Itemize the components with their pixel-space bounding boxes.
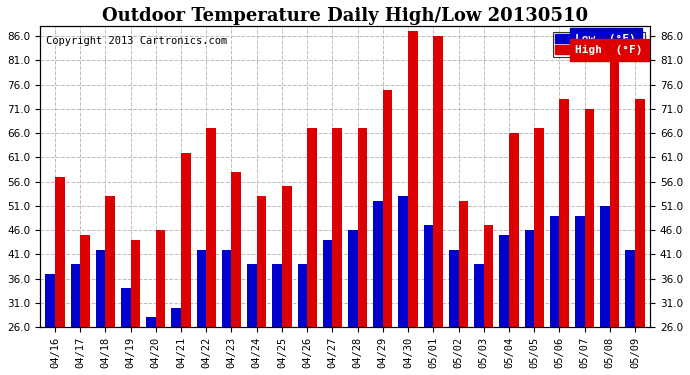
Bar <box>635 99 644 327</box>
Bar <box>550 216 560 327</box>
Bar <box>130 240 140 327</box>
Bar <box>55 177 64 327</box>
Bar <box>474 264 484 327</box>
Bar <box>106 196 115 327</box>
Bar <box>449 249 459 327</box>
Bar <box>433 36 443 327</box>
Bar <box>273 264 282 327</box>
Bar <box>307 128 317 327</box>
Bar <box>46 274 55 327</box>
Text: Copyright 2013 Cartronics.com: Copyright 2013 Cartronics.com <box>46 36 227 45</box>
Legend: Low  (°F), High  (°F): Low (°F), High (°F) <box>553 32 645 57</box>
Bar <box>156 230 166 327</box>
Bar <box>171 308 181 327</box>
Bar <box>146 317 156 327</box>
Bar <box>560 99 569 327</box>
Bar <box>70 264 80 327</box>
Bar <box>584 109 594 327</box>
Bar <box>626 249 635 327</box>
Bar <box>231 172 241 327</box>
Bar <box>534 128 544 327</box>
Bar <box>80 235 90 327</box>
Bar <box>610 56 620 327</box>
Bar <box>600 206 610 327</box>
Bar <box>96 249 106 327</box>
Bar <box>500 235 509 327</box>
Bar <box>424 225 433 327</box>
Bar <box>459 201 468 327</box>
Bar <box>333 128 342 327</box>
Bar <box>484 225 493 327</box>
Bar <box>121 288 130 327</box>
Bar <box>398 196 408 327</box>
Bar <box>206 128 216 327</box>
Bar <box>408 32 417 327</box>
Bar <box>297 264 307 327</box>
Bar <box>348 230 357 327</box>
Bar <box>383 90 393 327</box>
Bar <box>524 230 534 327</box>
Bar <box>181 153 190 327</box>
Bar <box>357 128 367 327</box>
Bar <box>257 196 266 327</box>
Bar <box>373 201 383 327</box>
Bar <box>222 249 231 327</box>
Bar <box>323 240 333 327</box>
Bar <box>509 133 519 327</box>
Title: Outdoor Temperature Daily High/Low 20130510: Outdoor Temperature Daily High/Low 20130… <box>102 7 588 25</box>
Bar <box>575 216 584 327</box>
Bar <box>247 264 257 327</box>
Bar <box>197 249 206 327</box>
Bar <box>282 186 292 327</box>
